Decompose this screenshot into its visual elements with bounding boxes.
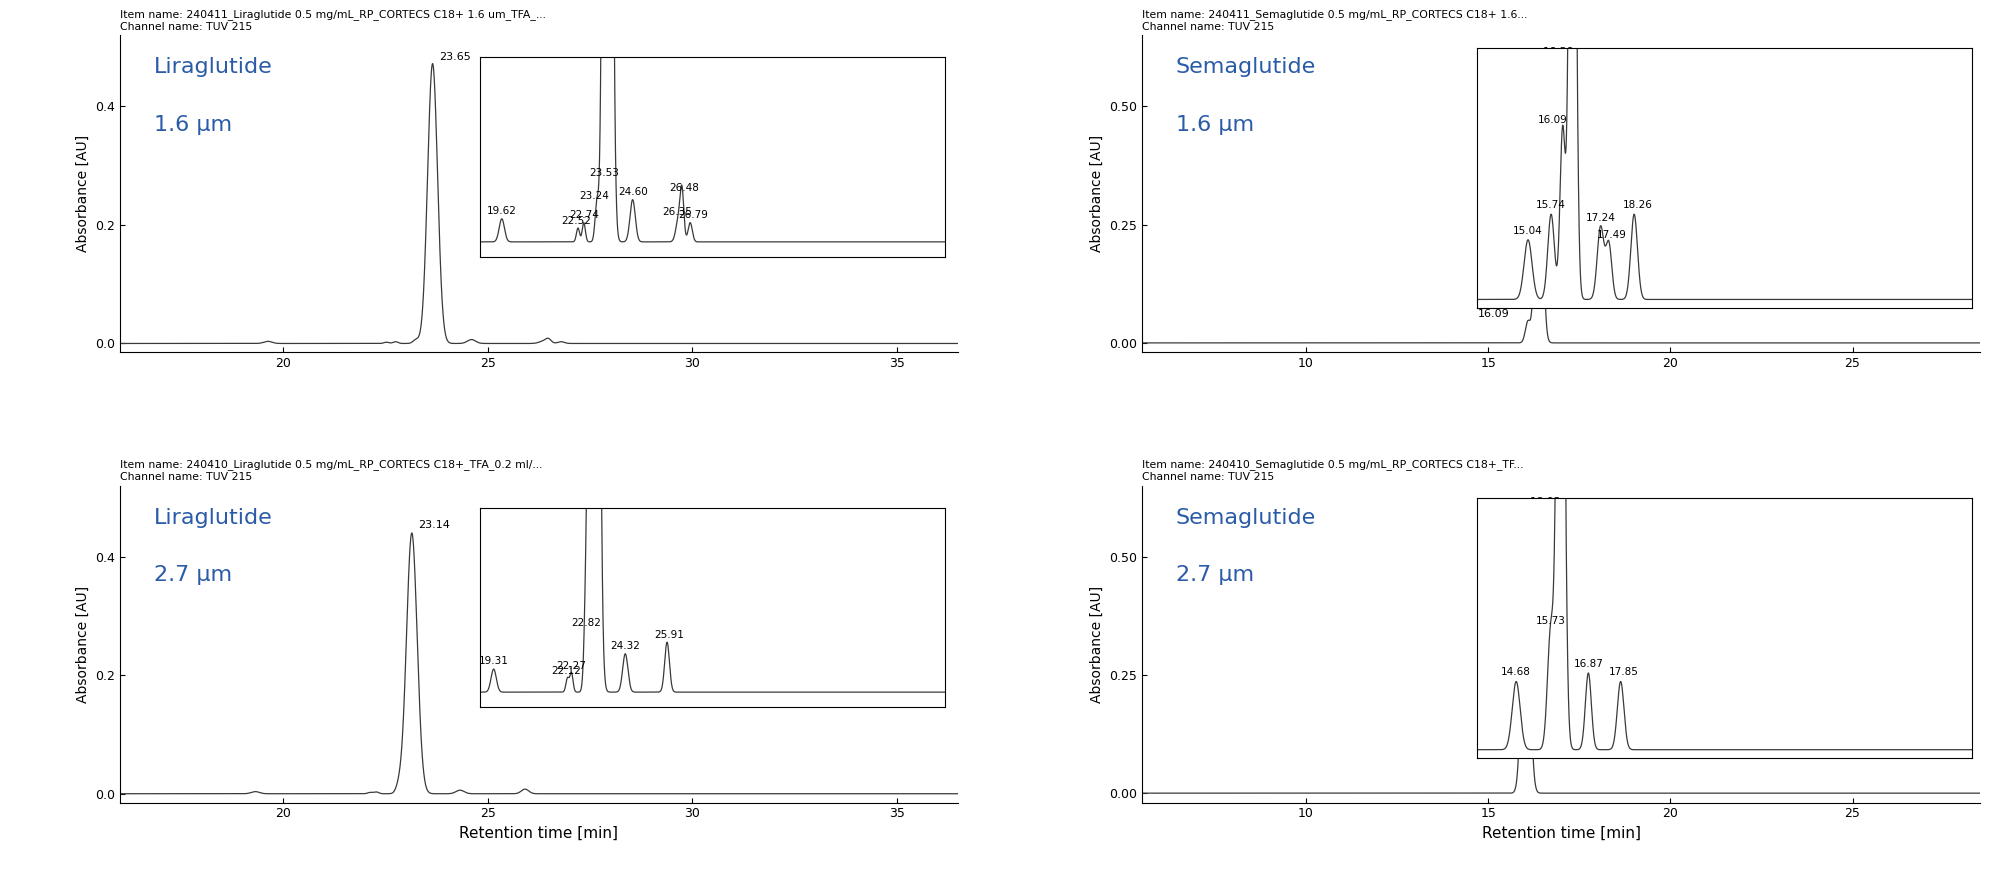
- Text: Semaglutide: Semaglutide: [1176, 508, 1316, 527]
- Text: 16.03: 16.03: [1530, 497, 1562, 507]
- Text: 2.7 µm: 2.7 µm: [154, 564, 232, 585]
- Y-axis label: Absorbance [AU]: Absorbance [AU]: [76, 586, 90, 703]
- Text: Semaglutide: Semaglutide: [1176, 57, 1316, 78]
- Text: Item name: 240410_Semaglutide 0.5 mg/mL_RP_CORTECS C18+_TF...
Channel name: TUV : Item name: 240410_Semaglutide 0.5 mg/mL_…: [1142, 460, 1524, 482]
- Y-axis label: Absorbance [AU]: Absorbance [AU]: [1090, 586, 1104, 703]
- Text: 2.7 µm: 2.7 µm: [1176, 564, 1254, 585]
- Text: Item name: 240410_Liraglutide 0.5 mg/mL_RP_CORTECS C18+_TFA_0.2 ml/...
Channel n: Item name: 240410_Liraglutide 0.5 mg/mL_…: [120, 460, 542, 482]
- Y-axis label: Absorbance [AU]: Absorbance [AU]: [1090, 135, 1104, 252]
- Text: Liraglutide: Liraglutide: [154, 57, 272, 78]
- Text: 1.6 µm: 1.6 µm: [1176, 115, 1254, 135]
- Y-axis label: Absorbance [AU]: Absorbance [AU]: [76, 135, 90, 252]
- Text: Item name: 240411_Semaglutide 0.5 mg/mL_RP_CORTECS C18+ 1.6...
Channel name: TUV: Item name: 240411_Semaglutide 0.5 mg/mL_…: [1142, 9, 1528, 32]
- Text: 1.6 µm: 1.6 µm: [154, 115, 232, 135]
- Text: 16.09: 16.09: [1478, 310, 1510, 319]
- Text: 16.39: 16.39: [1542, 47, 1574, 56]
- Text: Item name: 240411_Liraglutide 0.5 mg/mL_RP_CORTECS C18+ 1.6 um_TFA_...
Channel n: Item name: 240411_Liraglutide 0.5 mg/mL_…: [120, 9, 546, 32]
- Text: Liraglutide: Liraglutide: [154, 508, 272, 527]
- X-axis label: Retention time [min]: Retention time [min]: [460, 826, 618, 841]
- Text: 23.14: 23.14: [418, 520, 450, 530]
- X-axis label: Retention time [min]: Retention time [min]: [1482, 826, 1640, 841]
- Text: 23.65: 23.65: [438, 52, 470, 62]
